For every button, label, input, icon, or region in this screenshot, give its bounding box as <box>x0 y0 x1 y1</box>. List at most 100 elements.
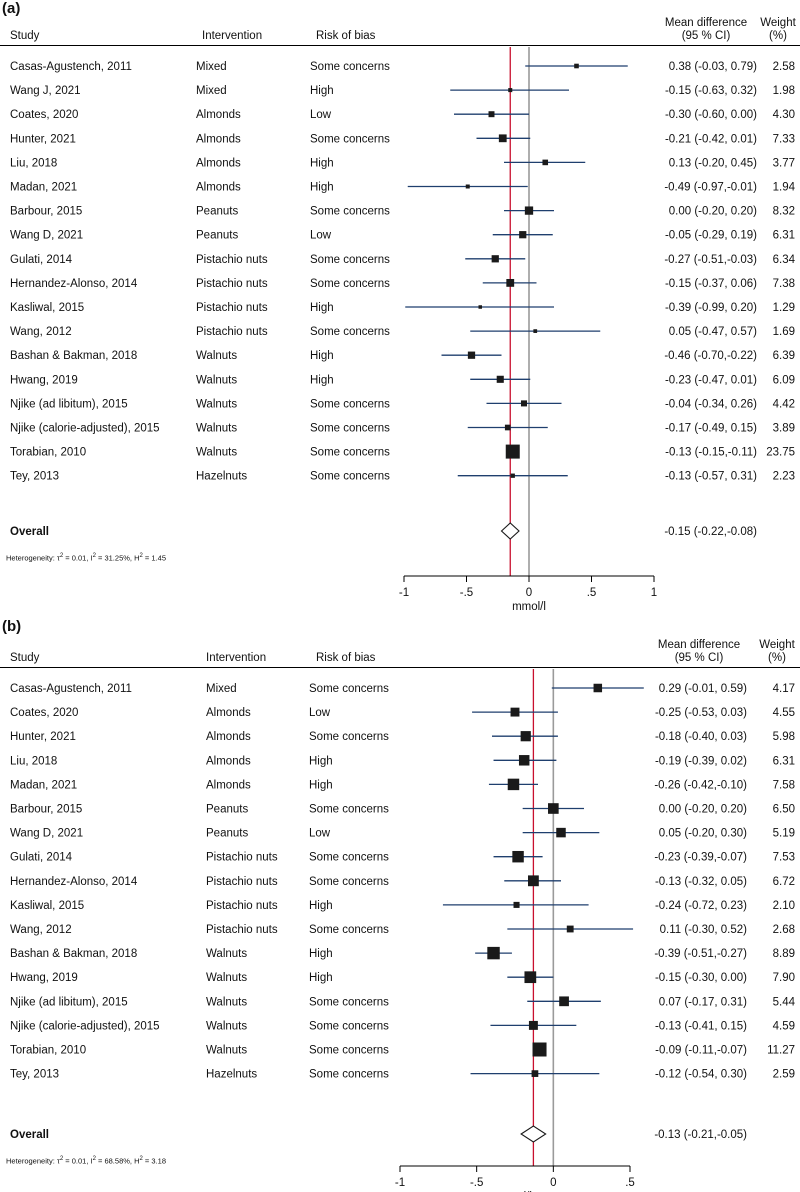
risk-of-bias-label: Some concerns <box>309 996 389 1008</box>
risk-of-bias-label: Some concerns <box>310 254 390 266</box>
forest-panel-a: (a) Study Intervention Risk of bias Mean… <box>0 0 800 613</box>
effect-marker <box>519 231 527 239</box>
weight-text: 5.44 <box>773 996 796 1008</box>
intervention-label: Pistachio nuts <box>206 852 278 864</box>
forest-panel-b: (b) Study Intervention Risk of bias Mean… <box>0 618 800 1192</box>
study-label: Casas-Agustench, 2011 <box>10 683 132 695</box>
risk-of-bias-label: High <box>310 157 334 169</box>
effect-marker <box>478 305 482 309</box>
effect-marker <box>520 400 528 407</box>
study-label: Hernandez-Alonso, 2014 <box>10 876 138 888</box>
intervention-label: Walnuts <box>206 1045 247 1057</box>
intervention-label: Peanuts <box>196 230 238 242</box>
study-label: Wang D, 2021 <box>10 828 83 840</box>
header-weight: Weight (%) <box>758 17 798 43</box>
intervention-label: Almonds <box>206 707 251 719</box>
risk-of-bias-label: Low <box>310 230 332 242</box>
study-label: Coates, 2020 <box>10 109 78 121</box>
study-label: Liu, 2018 <box>10 755 57 767</box>
effect-marker <box>467 351 476 359</box>
weight-text: 1.98 <box>773 85 795 97</box>
effect-marker <box>510 473 515 478</box>
weight-text: 6.31 <box>773 755 795 767</box>
risk-of-bias-label: Some concerns <box>310 423 390 435</box>
effect-marker <box>488 111 495 118</box>
intervention-label: Pistachio nuts <box>206 876 278 888</box>
header-md-line1: Mean difference <box>657 639 741 651</box>
effect-marker <box>566 925 574 933</box>
header-intervention: Intervention <box>202 30 263 42</box>
effect-marker <box>520 731 531 742</box>
ci-text: 0.05 (-0.47, 0.57) <box>669 326 757 338</box>
weight-text: 7.33 <box>773 133 795 145</box>
effect-marker <box>528 1020 538 1030</box>
ci-text: -0.24 (-0.72, 0.23) <box>655 900 747 912</box>
ci-text: -0.23 (-0.47, 0.01) <box>665 374 757 386</box>
weight-text: 1.69 <box>773 326 795 338</box>
weight-text: 7.38 <box>773 278 795 290</box>
study-label: Kasliwal, 2015 <box>10 900 84 912</box>
weight-text: 2.10 <box>773 900 795 912</box>
effect-marker <box>512 850 524 863</box>
ci-text: -0.21 (-0.42, 0.01) <box>665 133 757 145</box>
study-label: Casas-Agustench, 2011 <box>10 61 132 73</box>
overall-ci-text: -0.15 (-0.22,-0.08) <box>664 526 757 538</box>
effect-marker <box>465 184 470 189</box>
effect-marker <box>510 707 520 717</box>
intervention-label: Almonds <box>206 731 251 743</box>
study-label: Madan, 2021 <box>10 779 77 791</box>
ci-text: -0.05 (-0.29, 0.19) <box>665 230 757 242</box>
weight-text: 4.17 <box>773 683 795 695</box>
x-tick-label: .5 <box>625 1177 635 1189</box>
weight-text: 2.58 <box>773 61 795 73</box>
risk-of-bias-label: High <box>310 302 334 314</box>
overall-diamond <box>520 1125 547 1143</box>
weight-text: 6.31 <box>773 230 795 242</box>
weight-text: 1.94 <box>773 182 796 194</box>
risk-of-bias-label: Some concerns <box>310 278 390 290</box>
study-label: Tey, 2013 <box>10 471 59 483</box>
intervention-label: Walnuts <box>206 948 247 960</box>
ci-text: -0.49 (-0.97,-0.01) <box>664 182 757 194</box>
x-tick-label: 0 <box>526 587 532 599</box>
study-label: Torabian, 2010 <box>10 1045 86 1057</box>
ci-text: -0.13 (-0.57, 0.31) <box>665 471 757 483</box>
x-tick-label: -.5 <box>470 1177 483 1189</box>
effect-marker <box>487 946 500 960</box>
intervention-label: Mixed <box>196 85 227 97</box>
effect-marker <box>527 875 539 887</box>
risk-of-bias-label: Some concerns <box>310 326 390 338</box>
intervention-label: Walnuts <box>196 398 237 410</box>
ci-text: 0.05 (-0.20, 0.30) <box>659 828 747 840</box>
weight-text: 23.75 <box>766 447 795 459</box>
x-axis-title: mmol/l <box>512 601 546 613</box>
study-label: Bashan & Bakman, 2018 <box>10 948 137 960</box>
effect-marker <box>533 329 538 333</box>
ci-text: -0.13 (-0.15,-0.11) <box>665 447 757 459</box>
study-label: Bashan & Bakman, 2018 <box>10 350 137 362</box>
intervention-label: Walnuts <box>196 350 237 362</box>
effect-marker <box>556 827 566 838</box>
weight-text: 2.59 <box>773 1069 795 1081</box>
ci-text: -0.17 (-0.49, 0.15) <box>665 423 757 435</box>
study-label: Barbour, 2015 <box>10 206 82 218</box>
intervention-label: Peanuts <box>206 804 248 816</box>
study-label: Njike (calorie-adjusted), 2015 <box>10 423 160 435</box>
effect-marker <box>498 134 507 143</box>
study-label: Wang J, 2021 <box>10 85 81 97</box>
ci-text: -0.15 (-0.63, 0.32) <box>665 85 757 97</box>
risk-of-bias-label: Some concerns <box>310 471 390 483</box>
intervention-label: Walnuts <box>206 996 247 1008</box>
risk-of-bias-label: High <box>309 755 333 767</box>
intervention-label: Walnuts <box>196 447 237 459</box>
weight-text: 8.89 <box>773 948 795 960</box>
effect-marker <box>507 778 520 791</box>
study-label: Hunter, 2021 <box>10 731 76 743</box>
effect-marker <box>548 803 559 814</box>
x-tick-label: -.5 <box>460 587 473 599</box>
intervention-label: Pistachio nuts <box>196 302 268 314</box>
header-weight: Weight (%) <box>756 639 798 665</box>
risk-of-bias-label: Some concerns <box>310 133 390 145</box>
ci-text: -0.04 (-0.34, 0.26) <box>665 398 757 410</box>
ci-text: -0.27 (-0.51,-0.03) <box>664 254 757 266</box>
